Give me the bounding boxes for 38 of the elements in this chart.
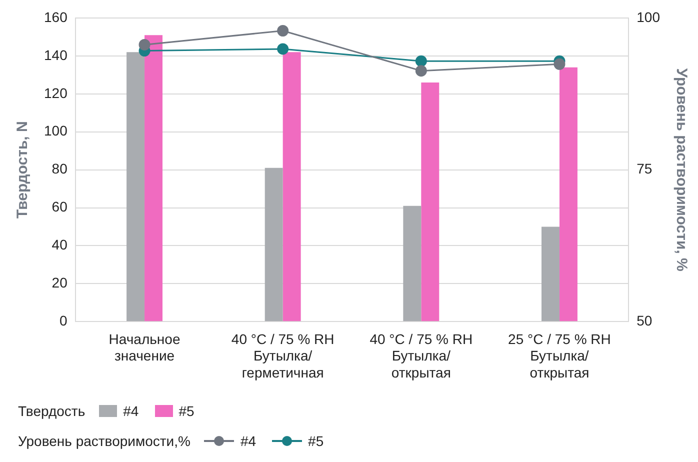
legend-label: #4 (240, 433, 256, 449)
bar (144, 35, 162, 322)
bar (126, 52, 145, 322)
y-tick-label: 100 (44, 122, 68, 139)
y2-tick-label: 75 (636, 160, 652, 177)
bar (264, 168, 283, 322)
y-tick-label: 80 (52, 160, 68, 177)
point (277, 43, 289, 55)
y2-axis-title: Уровень растворимости, % (672, 68, 690, 272)
y2-tick-label: 100 (636, 8, 660, 25)
bar (403, 206, 422, 322)
x-tick-label: 40 °C / 75 % RH Бутылка/ герметичная (231, 330, 334, 380)
point (277, 25, 289, 36)
y-axis-title: Твердость, N (14, 121, 32, 218)
y-tick-label: 60 (52, 198, 68, 215)
y2-tick-label: 50 (636, 312, 652, 328)
y-tick-label: 0 (60, 312, 68, 328)
y-tick-label: 40 (52, 236, 68, 253)
bar (282, 52, 301, 322)
bar (421, 82, 440, 322)
y-tick-label: 20 (52, 274, 68, 291)
text: Твердость (18, 403, 86, 419)
x-tick-label: Начальное значение (108, 330, 180, 364)
point (415, 65, 427, 77)
y-tick-label: 120 (44, 84, 68, 101)
legend-label: #5 (178, 403, 194, 419)
text: Уровень растворимости,% (18, 433, 190, 449)
bar (559, 67, 578, 322)
bar (542, 226, 560, 322)
point (138, 38, 150, 50)
x-tick-label: 25 °C / 75 % RH Бутылка/ открытая (508, 330, 611, 380)
x-tick-label: 40 °C / 75 % RH Бутылка/ открытая (370, 330, 473, 380)
point (554, 58, 566, 70)
y-tick-label: 140 (44, 46, 68, 63)
legend-label: #5 (308, 433, 324, 449)
point (415, 55, 427, 67)
legend-label: #4 (123, 403, 139, 419)
y-tick-label: 160 (44, 8, 68, 25)
